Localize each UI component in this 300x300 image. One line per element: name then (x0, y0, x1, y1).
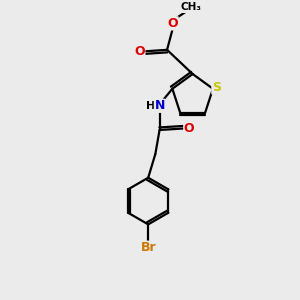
Text: O: O (184, 122, 194, 135)
Text: O: O (167, 17, 178, 30)
Text: CH₃: CH₃ (181, 2, 202, 12)
Text: H: H (146, 101, 155, 111)
Text: Br: Br (140, 241, 156, 254)
Text: S: S (212, 81, 221, 94)
Text: N: N (154, 99, 165, 112)
Text: O: O (134, 45, 145, 58)
